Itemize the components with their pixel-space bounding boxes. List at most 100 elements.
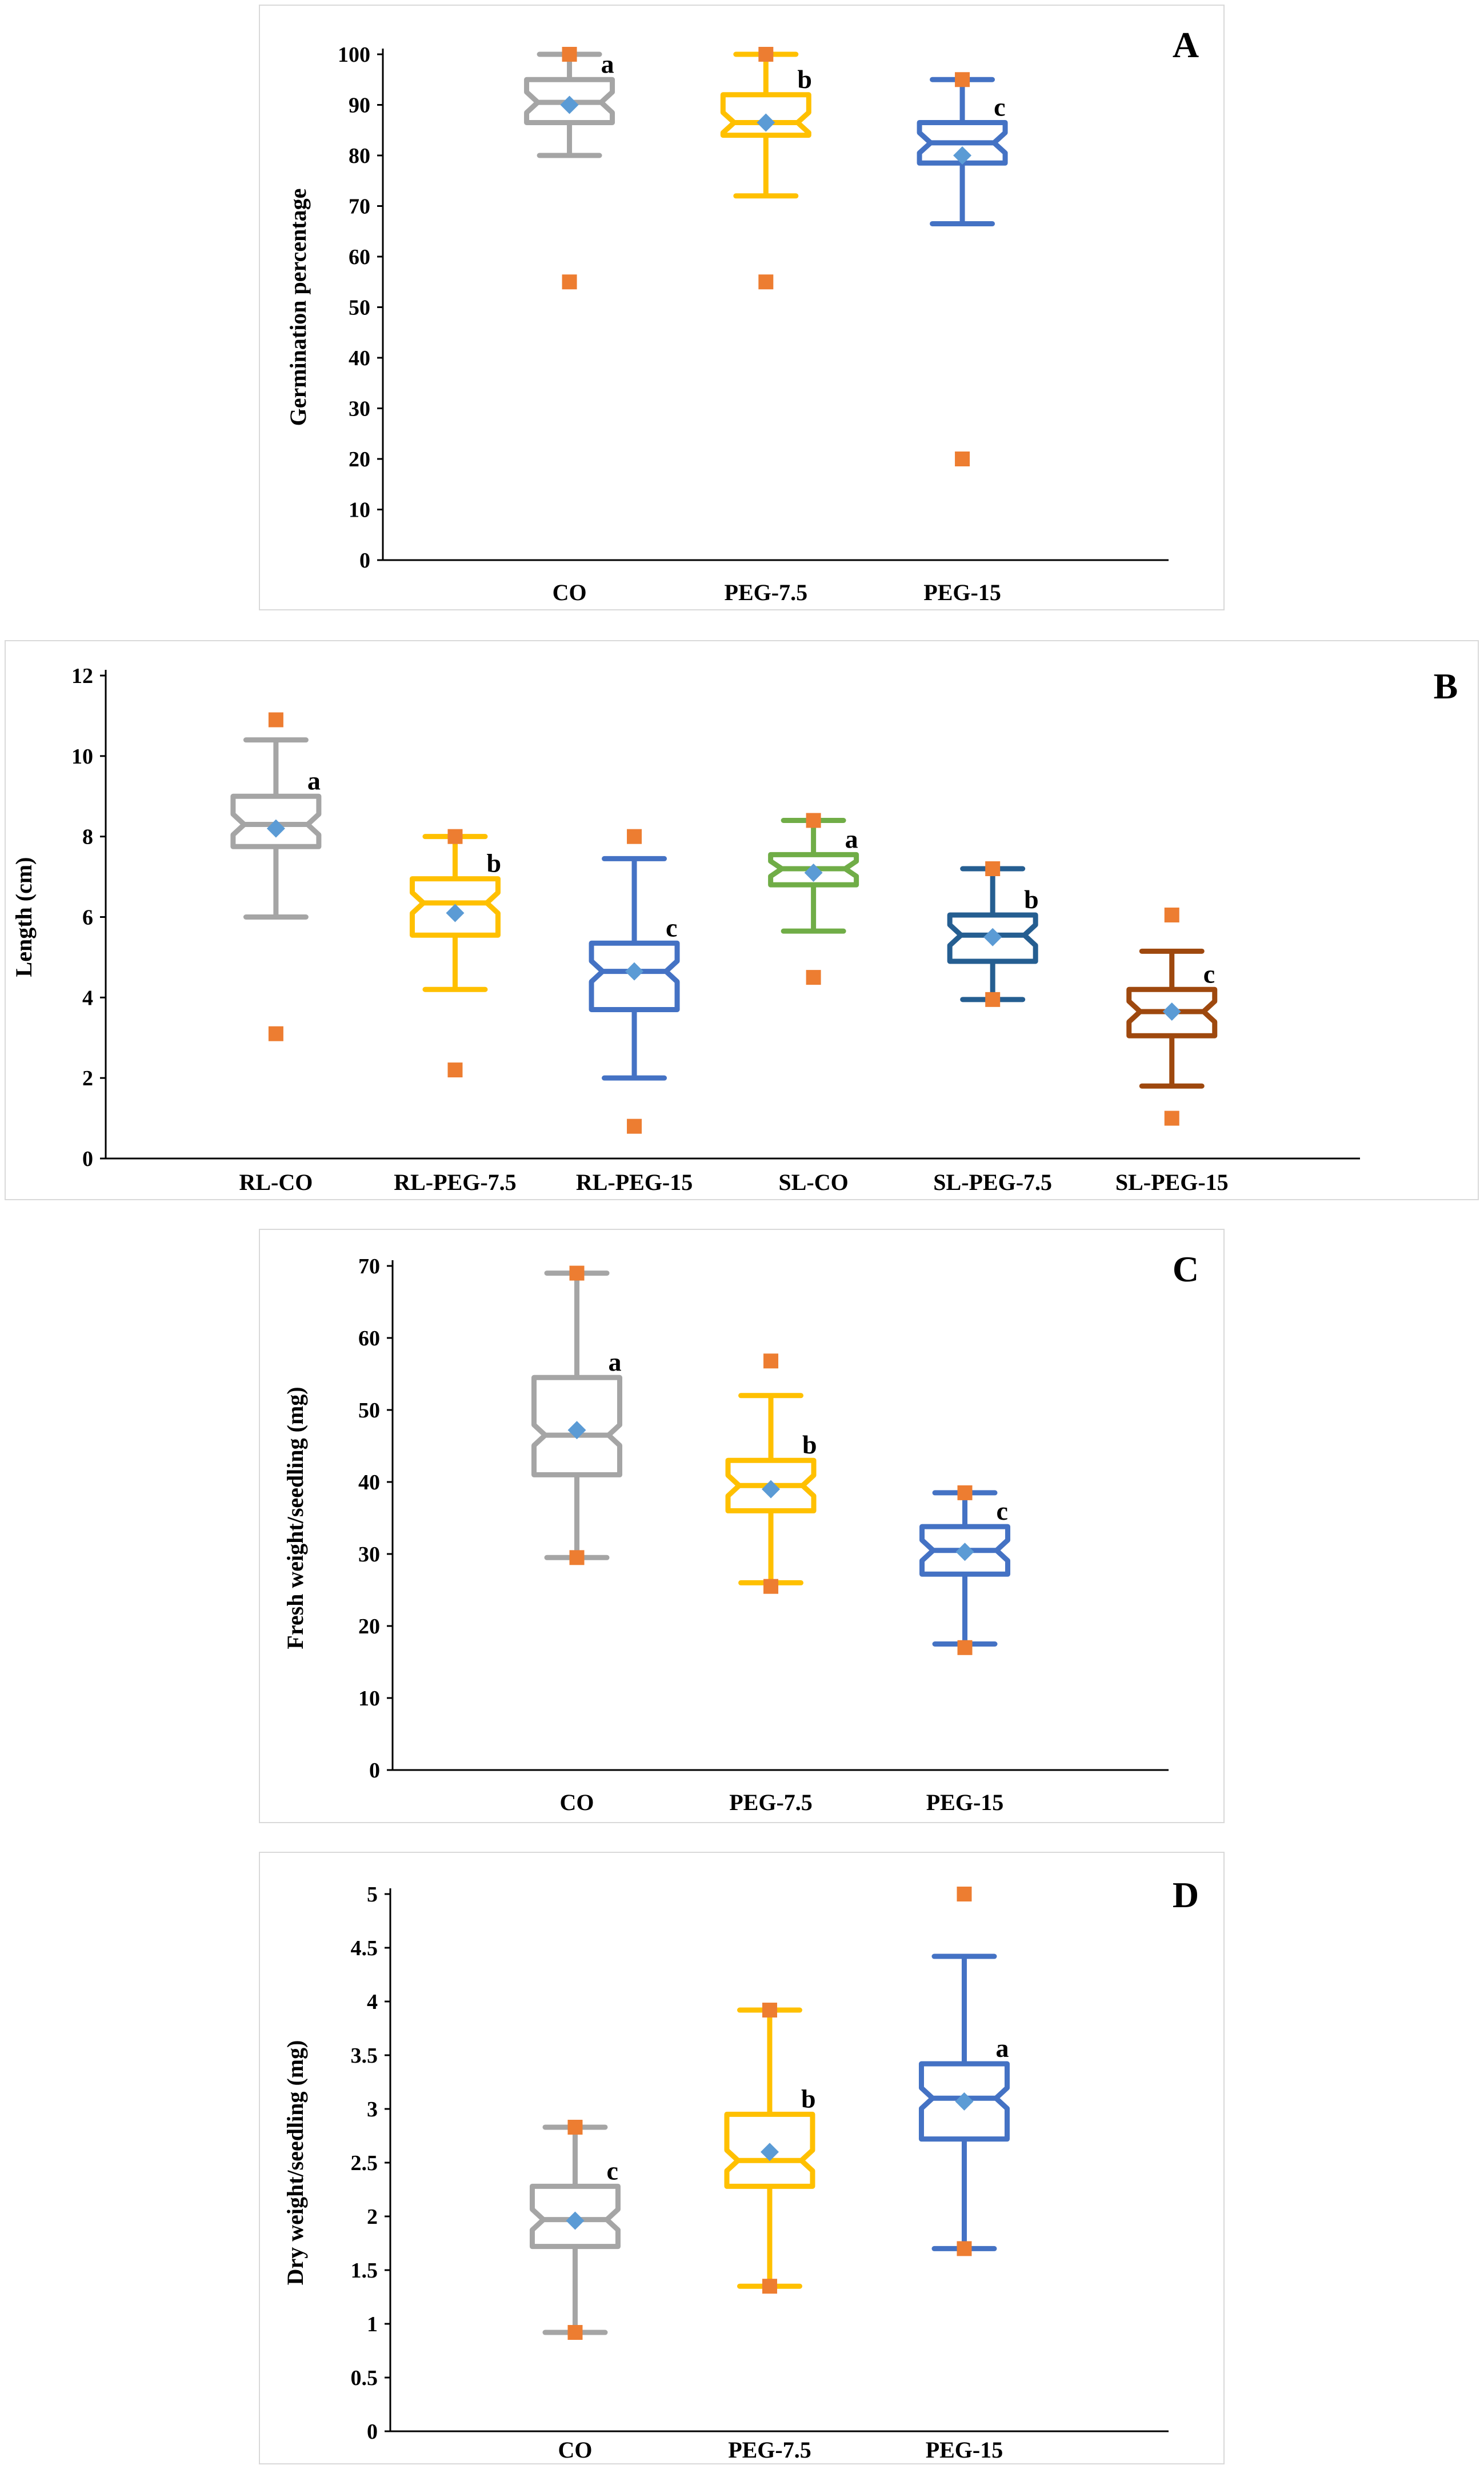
chart-b-ytick-label: 4: [82, 986, 93, 1010]
mean-marker: [955, 1543, 974, 1561]
outlier-point: [758, 47, 774, 62]
outlier-point: [762, 2003, 777, 2018]
outlier-point: [562, 47, 577, 62]
significance-letter: b: [797, 65, 812, 94]
chart-c-panel-label: C: [1173, 1249, 1199, 1289]
significance-letter: c: [606, 2156, 618, 2185]
outlier-point: [268, 712, 283, 728]
chart-d-ytick-label: 1: [367, 2312, 378, 2336]
chart-b-ytick-label: 10: [71, 745, 93, 769]
significance-letter: a: [995, 2033, 1009, 2063]
chart-c-yaxis-ticks: 0 10 20 30 40 50 60 70: [358, 1255, 393, 1783]
chart-c-ytick-label: 0: [369, 1759, 380, 1783]
box-sl-peg-7-5: b: [947, 861, 1039, 1007]
chart-c-ytick-label: 40: [358, 1471, 380, 1495]
chart-a-ytick-label: 90: [349, 94, 370, 118]
chart-b-svg: 0 2 4 6 8 10 12 Length (cm) a b c a b c RL-CO RL-PEG…: [11, 664, 1458, 1195]
outlier-point: [985, 992, 1001, 1007]
category-label: SL-CO: [778, 1169, 848, 1195]
chart-a-ytick-label: 0: [359, 549, 370, 573]
chart-d-ytick-label: 1.5: [351, 2259, 378, 2283]
chart-d-ytick-label: 4: [367, 1990, 378, 2014]
chart-d-ytick-label: 2: [367, 2205, 378, 2229]
outlier-point: [955, 72, 970, 87]
category-label: CO: [558, 2437, 592, 2463]
category-label: PEG-15: [926, 1789, 1004, 1815]
chart-a-yaxis-ticks: 0 10 20 30 40 50 60 70 80 90 100: [338, 43, 383, 573]
mean-marker: [762, 1480, 781, 1499]
category-label: CO: [560, 1789, 594, 1815]
chart-d-ytick-label: 2.5: [351, 2151, 378, 2175]
chart-c-ytick-label: 50: [358, 1399, 380, 1423]
significance-letter: a: [845, 824, 858, 853]
chart-a-svg: 0 10 20 30 40 50 60 70 80 90 100 Germination perce…: [285, 25, 1199, 605]
box-peg-15: c: [917, 72, 1008, 466]
outlier-point: [957, 1887, 972, 1901]
outlier-point: [627, 829, 642, 844]
outlier-point: [268, 1026, 283, 1041]
box-rl-peg-7-5: b: [409, 829, 501, 1078]
chart-b-ytick-label: 12: [71, 664, 93, 688]
chart-b-panel-label: B: [1434, 666, 1458, 706]
category-label: SL-PEG-15: [1115, 1169, 1229, 1195]
outlier-point: [447, 829, 463, 844]
chart-d-ytick-label: 5: [367, 1883, 378, 1907]
significance-letter: b: [486, 849, 501, 878]
box-rl-co: a: [230, 712, 322, 1041]
category-label: PEG-7.5: [729, 1789, 813, 1815]
mean-marker: [446, 904, 465, 922]
box-peg-15: c: [919, 1485, 1011, 1655]
outlier-point: [758, 274, 774, 290]
category-label: RL-CO: [239, 1169, 313, 1195]
chart-d-boxes: c b a: [529, 1887, 1010, 2340]
chart-d-ytick-label: 4.5: [351, 1936, 378, 1960]
significance-letter: c: [994, 92, 1005, 121]
category-label: PEG-15: [926, 2437, 1003, 2463]
chart-b-yaxis-ticks: 0 2 4 6 8 10 12: [71, 664, 106, 1171]
chart-d-svg: 0 0.5 1 1.5 2 2.5 3 3.5 4 4.5 5 Dry weight/seedlin…: [282, 1875, 1199, 2463]
outlier-point: [806, 813, 821, 828]
chart-b-categories: RL-CO RL-PEG-7.5 RL-PEG-15 SL-CO SL-PEG-7.5 S…: [239, 1169, 1228, 1195]
chart-c-categories: CO PEG-7.5 PEG-15: [560, 1789, 1004, 1815]
chart-a-ytick-label: 50: [349, 296, 370, 320]
outlier-point: [569, 1550, 585, 1565]
box-co: a: [524, 47, 615, 290]
chart-b-ytick-label: 0: [82, 1147, 93, 1171]
box-peg-7-5: b: [724, 2003, 816, 2294]
category-label: RL-PEG-15: [576, 1169, 693, 1195]
outlier-point: [957, 1485, 973, 1500]
chart-d-yaxis-ticks: 0 0.5 1 1.5 2 2.5 3 3.5 4 4.5 5: [351, 1883, 390, 2444]
chart-a-ytick-label: 80: [349, 144, 370, 168]
box-peg-7-5: b: [720, 47, 812, 290]
chart-c-ytick-label: 20: [358, 1615, 380, 1639]
mean-marker: [804, 864, 823, 882]
box-sl-peg-15: c: [1126, 907, 1218, 1126]
significance-letter: a: [609, 1347, 622, 1376]
chart-c-ytick-label: 10: [358, 1687, 380, 1711]
chart-a-ytick-label: 60: [349, 245, 370, 269]
outlier-point: [567, 2325, 583, 2340]
chart-c-svg: 0 10 20 30 40 50 60 70 Fresh weight/seedling (m…: [282, 1249, 1199, 1815]
outlier-point: [627, 1118, 642, 1134]
outlier-point: [567, 2119, 583, 2135]
chart-b-boxes: a b c a b c: [230, 712, 1218, 1134]
mean-marker: [955, 2092, 974, 2111]
mean-marker: [757, 113, 775, 132]
mean-marker: [266, 819, 285, 838]
mean-marker: [953, 146, 972, 165]
chart-c-ylabel: Fresh weight/seedling (mg): [282, 1387, 308, 1649]
outlier-point: [955, 452, 970, 466]
chart-a-ytick-label: 70: [349, 195, 370, 219]
chart-d-ylabel: Dry weight/seedling (mg): [282, 2040, 308, 2286]
box-rl-peg-15: c: [589, 829, 680, 1134]
box-peg-7-5: b: [725, 1353, 817, 1594]
chart-d-ytick-label: 3.5: [351, 2044, 378, 2068]
mean-marker: [625, 962, 644, 981]
chart-a-ylabel: Germination percentage: [285, 189, 311, 426]
chart-d-ytick-label: 0.5: [351, 2366, 378, 2390]
category-label: RL-PEG-7.5: [394, 1169, 516, 1195]
significance-letter: c: [997, 1496, 1008, 1525]
mean-marker: [566, 2211, 585, 2230]
chart-a-panel-label: A: [1173, 25, 1199, 65]
mean-marker: [983, 928, 1002, 946]
